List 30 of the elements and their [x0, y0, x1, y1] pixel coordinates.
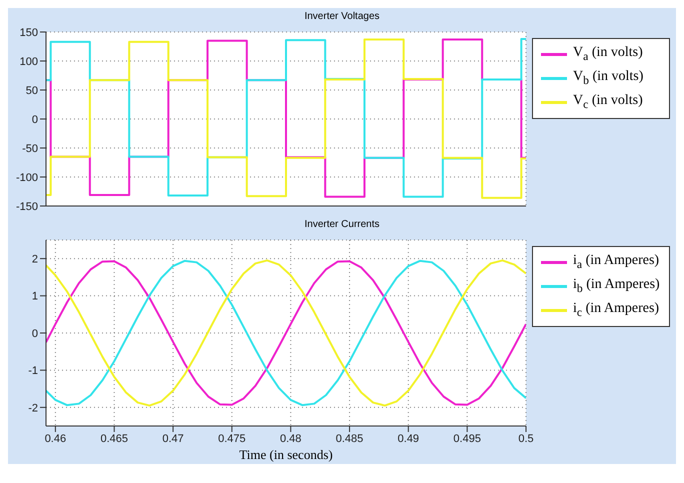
y-tick-label: 150	[20, 26, 38, 39]
x-tick-label: 0.46	[44, 432, 66, 445]
legend-label: i$_{a}$ (in Amperes)	[573, 252, 660, 273]
legend-label: V$_{a}$ (in volts)	[573, 44, 643, 65]
x-tick-label: 0.5	[518, 432, 534, 445]
y-tick-label: 100	[20, 56, 38, 68]
legend-label: V$_{c}$ (in volts)	[573, 92, 643, 112]
legend-label: i$_{b}$ (in Amperes)	[573, 276, 660, 297]
y-tick-label: -1	[28, 365, 38, 378]
legend-label: i$_{c}$ (in Amperes)	[573, 300, 660, 320]
y-tick-label: 0	[32, 114, 38, 126]
y-tick-label: -2	[28, 402, 38, 414]
legend-label: V$_{b}$ (in volts)	[573, 68, 644, 89]
x-tick-label: 0.47	[162, 432, 184, 445]
x-tick-label: 0.495	[453, 432, 481, 445]
y-tick-label: -150	[16, 200, 38, 213]
chart-title: Inverter Currents	[303, 218, 381, 232]
x-tick-label: 0.465	[100, 432, 128, 445]
y-tick-label: 50	[26, 84, 38, 97]
y-tick-label: -50	[22, 142, 38, 155]
x-tick-label: 0.48	[280, 432, 302, 445]
y-tick-label: 2	[32, 254, 38, 266]
x-axis-title: Time (in seconds)	[238, 447, 334, 463]
chart-title: Inverter Voltages	[303, 10, 381, 24]
y-tick-label: 1	[32, 290, 38, 303]
x-tick-label: 0.49	[398, 432, 420, 445]
x-tick-label: 0.475	[218, 432, 246, 445]
x-tick-label: 0.485	[336, 432, 364, 445]
y-tick-label: 0	[32, 328, 38, 340]
y-tick-label: -100	[16, 172, 38, 184]
